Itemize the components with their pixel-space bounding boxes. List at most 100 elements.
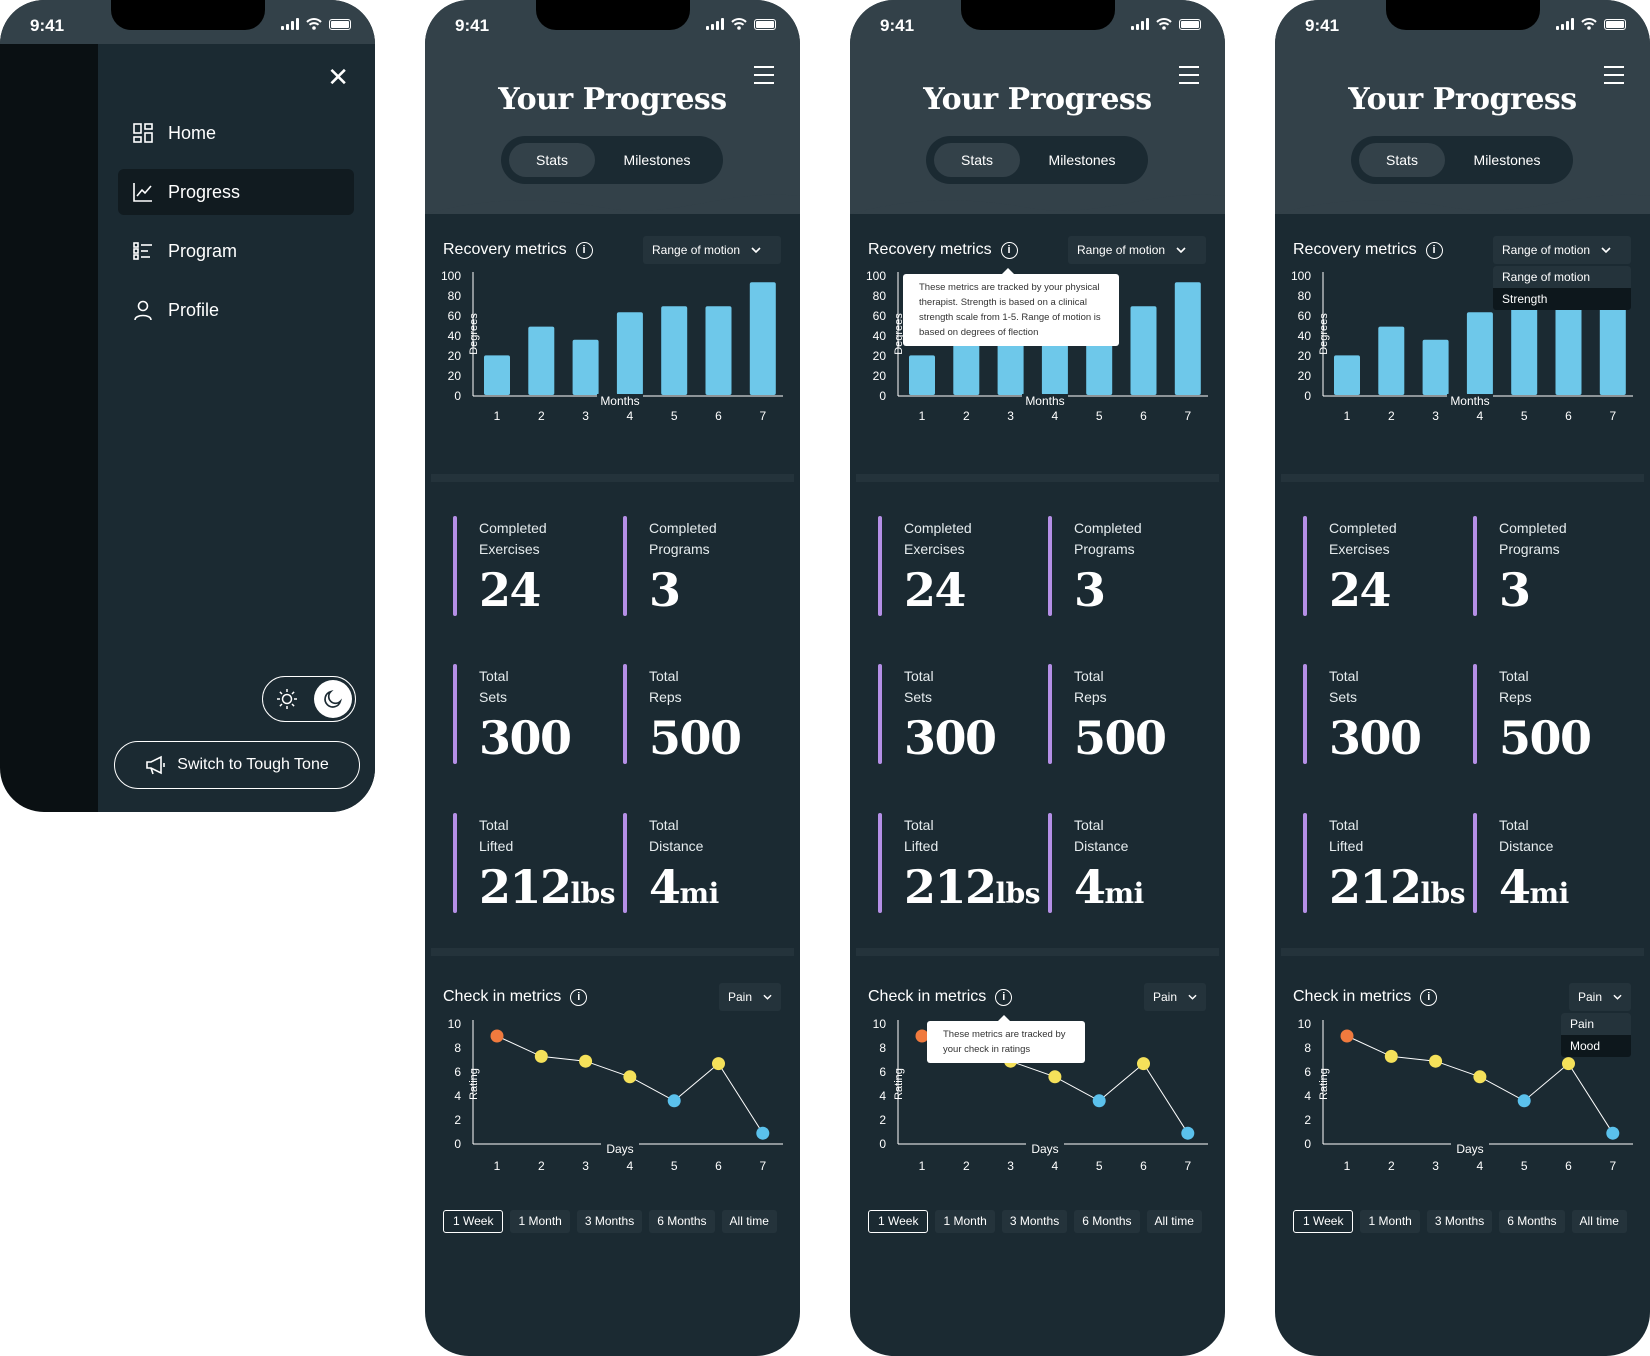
x-tick-label: 6 — [1140, 1159, 1147, 1173]
section-divider — [856, 474, 1219, 482]
tooltip-text: These metrics are tracked by your physic… — [919, 282, 1101, 338]
info-icon[interactable]: i — [1425, 241, 1443, 259]
option-strength[interactable]: Strength — [1502, 292, 1548, 306]
info-icon[interactable]: i — [575, 241, 593, 259]
checkin-metric-dropdown[interactable]: Pain — [1144, 983, 1206, 1011]
stat-number: 500 — [1499, 711, 1592, 765]
dropdown-value: Range of motion — [652, 243, 741, 257]
y-tick-label: 40 — [448, 329, 462, 343]
close-icon[interactable]: ✕ — [327, 62, 349, 92]
stat-card: Completed Exercises 24 — [453, 516, 613, 617]
x-tick-label: 3 — [1007, 409, 1014, 423]
stat-label-line1: Completed — [904, 520, 972, 536]
x-tick-label: 7 — [1184, 1159, 1191, 1173]
recovery-metric-dropdown[interactable]: Range of motion — [1493, 236, 1631, 264]
stat-accent-bar — [1303, 813, 1307, 913]
period-3-months[interactable]: 3 Months — [576, 1210, 643, 1233]
bar — [1130, 306, 1157, 395]
tab-milestones[interactable]: Milestones — [1048, 152, 1116, 168]
option-range-of-motion[interactable]: Range of motion — [1493, 266, 1631, 288]
stat-label-line1: Total — [1499, 668, 1529, 684]
y-tick-label: 0 — [1304, 389, 1311, 403]
stat-number: 24 — [479, 563, 542, 617]
tab-switcher: Stats Milestones — [1351, 136, 1573, 184]
y-tick-label: 4 — [879, 1089, 886, 1103]
data-point — [1473, 1070, 1487, 1084]
x-tick-label: 5 — [671, 409, 678, 423]
stat-unit: mi — [679, 877, 720, 910]
y-tick-label: 0 — [454, 1137, 461, 1151]
option-mood[interactable]: Mood — [1570, 1039, 1601, 1053]
data-point — [1181, 1126, 1195, 1140]
stat-card: Completed Exercises 24 — [878, 516, 1038, 617]
period-1-month[interactable]: 1 Month — [935, 1210, 995, 1233]
nav-item-home[interactable]: Home — [118, 110, 354, 156]
tab-milestones[interactable]: Milestones — [623, 152, 691, 168]
stat-number: 24 — [1329, 563, 1392, 617]
checkin-metric-dropdown[interactable]: Pain — [719, 983, 781, 1011]
stat-label-line2: Sets — [1329, 689, 1358, 705]
tab-stats[interactable]: Stats — [1359, 143, 1445, 177]
info-icon[interactable]: i — [1420, 988, 1438, 1006]
checkin-metric-dropdown[interactable]: Pain — [1569, 983, 1631, 1011]
stat-label-line1: Total — [479, 817, 509, 833]
dropdown-value: Pain — [1578, 990, 1603, 1004]
period-1-week[interactable]: 1 Week — [868, 1210, 929, 1233]
tab-milestones[interactable]: Milestones — [1473, 152, 1541, 168]
stat-card: Total Reps 500 — [1473, 664, 1633, 765]
header-wave — [425, 190, 800, 214]
tab-stats[interactable]: Stats — [934, 143, 1020, 177]
y-tick-label: 40 — [873, 329, 887, 343]
stat-number: 500 — [649, 711, 742, 765]
x-tick-label: 4 — [627, 1159, 634, 1173]
menu-icon[interactable] — [1604, 66, 1624, 90]
recovery-metric-dropdown[interactable]: Range of motion — [643, 236, 781, 264]
nav-item-profile[interactable]: Profile — [118, 287, 354, 333]
x-tick-label: 3 — [582, 1159, 589, 1173]
period-6-months[interactable]: 6 Months — [649, 1210, 715, 1233]
stat-value: 4mi — [649, 859, 719, 922]
period-3-months[interactable]: 3 Months — [1001, 1210, 1068, 1233]
section-divider — [1281, 474, 1644, 482]
tab-stats[interactable]: Stats — [509, 143, 595, 177]
option-pain[interactable]: Pain — [1561, 1013, 1631, 1035]
stat-card: Total Lifted 212lbs — [453, 813, 616, 914]
period-6-months[interactable]: 6 Months — [1074, 1210, 1140, 1233]
menu-icon[interactable] — [754, 66, 774, 90]
theme-toggle[interactable] — [262, 676, 356, 722]
nav-item-program[interactable]: Program — [118, 228, 354, 274]
info-icon[interactable]: i — [1000, 241, 1018, 259]
stat-label-line2: Exercises — [479, 541, 540, 557]
period-all-time[interactable]: All time — [1571, 1210, 1627, 1233]
checkin-line-chart: 0 2 4 6 8 10 Rating 1 2 3 4 5 6 7 Days — [448, 1018, 783, 1173]
period-all-time[interactable]: All time — [1146, 1210, 1202, 1233]
x-tick-label: 6 — [1565, 409, 1572, 423]
dark-mode-selected[interactable] — [314, 680, 352, 718]
period-1-week[interactable]: 1 Week — [443, 1210, 504, 1233]
period-1-month[interactable]: 1 Month — [1360, 1210, 1420, 1233]
period-6-months[interactable]: 6 Months — [1499, 1210, 1565, 1233]
period-1-week[interactable]: 1 Week — [1293, 1210, 1354, 1233]
nav-item-progress[interactable]: Progress — [118, 169, 354, 215]
stat-label-line2: Reps — [1499, 689, 1532, 705]
stat-label: Total Sets — [479, 666, 509, 708]
x-tick-label: 7 — [759, 409, 766, 423]
stat-card: Total Distance 4mi — [1048, 813, 1208, 914]
recovery-metric-dropdown[interactable]: Range of motion — [1068, 236, 1206, 264]
sun-icon[interactable] — [275, 687, 299, 711]
stat-card: Total Sets 300 — [878, 664, 1038, 765]
menu-icon[interactable] — [1179, 66, 1199, 90]
period-1-month[interactable]: 1 Month — [510, 1210, 570, 1233]
period-3-months[interactable]: 3 Months — [1426, 1210, 1493, 1233]
info-icon[interactable]: i — [570, 988, 588, 1006]
stat-accent-bar — [453, 516, 457, 616]
stat-accent-bar — [623, 664, 627, 764]
period-all-time[interactable]: All time — [721, 1210, 777, 1233]
stat-label: Total Distance — [1499, 815, 1553, 857]
info-icon[interactable]: i — [995, 988, 1013, 1006]
stat-label: Total Reps — [1074, 666, 1107, 708]
stat-label: Completed Programs — [649, 518, 717, 560]
stat-label-line2: Lifted — [479, 838, 514, 854]
wifi-icon — [306, 18, 322, 30]
switch-tone-button[interactable]: Switch to Tough Tone — [114, 741, 360, 789]
